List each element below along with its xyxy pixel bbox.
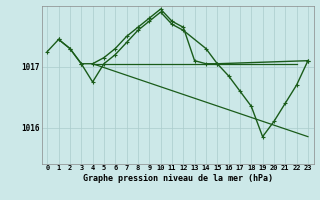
X-axis label: Graphe pression niveau de la mer (hPa): Graphe pression niveau de la mer (hPa) xyxy=(83,174,273,183)
